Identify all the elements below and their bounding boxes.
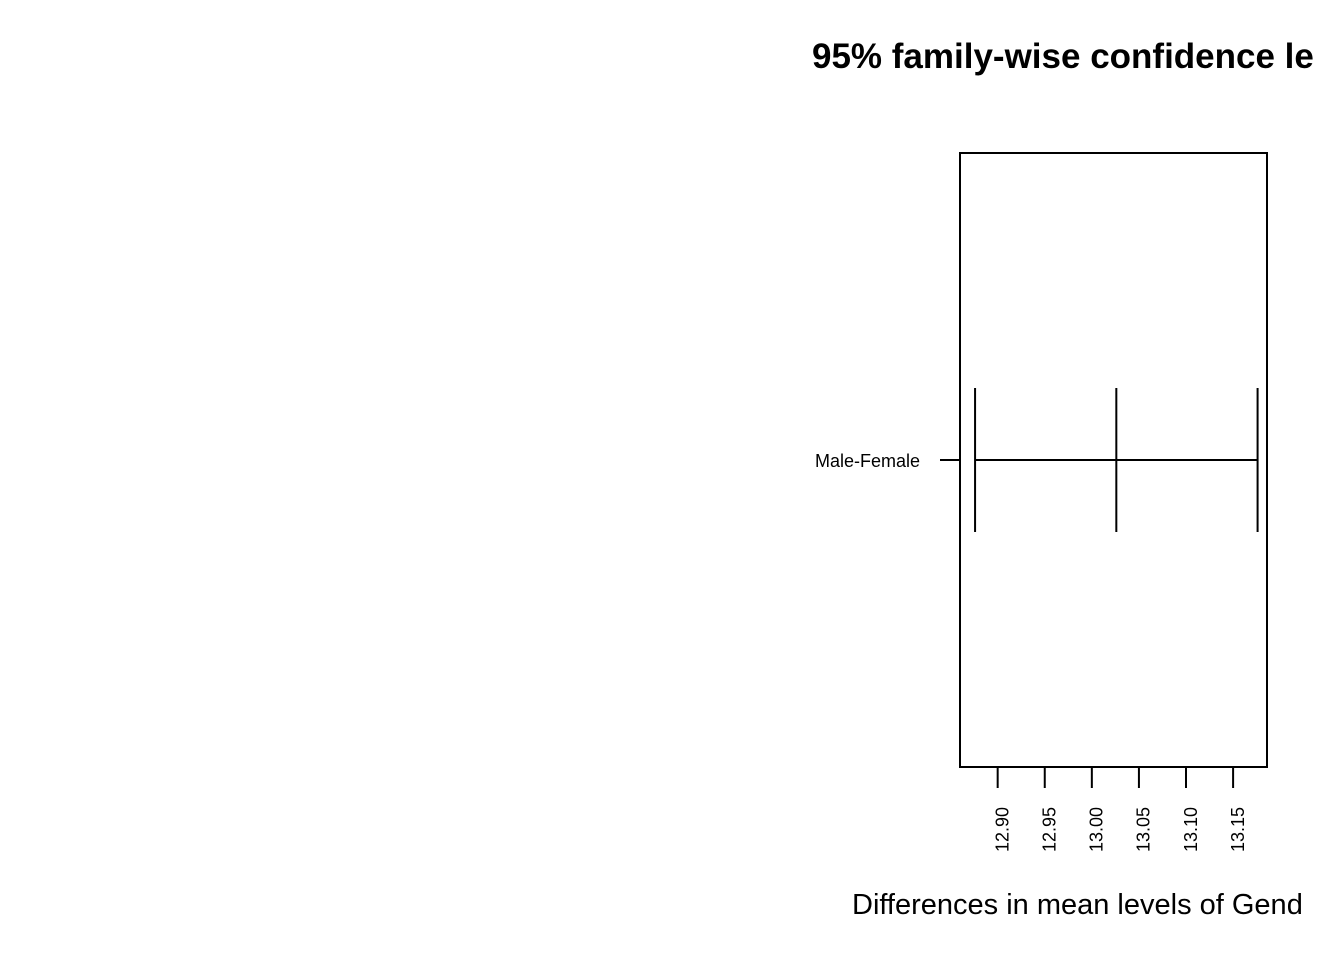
x-tick-label: 13.05 [1134, 807, 1154, 852]
x-tick-label: 12.90 [992, 807, 1012, 852]
chart-title: 95% family-wise confidence le [812, 37, 1314, 76]
confidence-intervals [974, 388, 1259, 532]
x-axis-label: Differences in mean levels of Gend [852, 889, 1303, 921]
x-tick-label: 12.95 [1040, 807, 1060, 852]
x-tick-label: 13.10 [1181, 807, 1201, 852]
y-axis: Male-Female [815, 451, 960, 471]
x-tick-label: 13.00 [1087, 807, 1107, 852]
x-tick-label: 13.15 [1228, 807, 1248, 852]
y-category-label: Male-Female [815, 451, 920, 471]
x-axis: 12.90 12.95 13.00 13.05 13.10 13.15 [992, 766, 1248, 852]
